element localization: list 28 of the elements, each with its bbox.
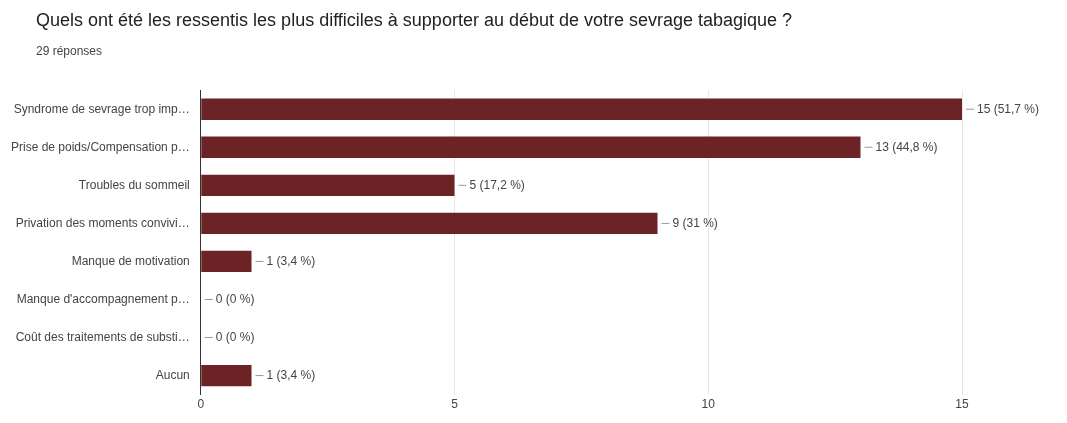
data-label: 1 (3,4 %) bbox=[266, 367, 316, 382]
text: 29 réponses bbox=[36, 44, 103, 58]
y-tick-label: Prise de poids/Compensation p… bbox=[11, 139, 190, 154]
data-label: 15 (51,7 %) bbox=[977, 101, 1040, 116]
bar bbox=[201, 98, 962, 120]
y-tick-label: Coût des traitements de substi… bbox=[15, 329, 190, 344]
bar bbox=[201, 364, 252, 387]
data-label: 0 (0 %) bbox=[215, 291, 255, 306]
data-label: 9 (31 %) bbox=[672, 215, 718, 230]
bar bbox=[201, 174, 455, 196]
y-tick-label: Troubles du sommeil bbox=[78, 177, 190, 192]
data-label: 5 (17,2 %) bbox=[469, 177, 525, 192]
x-tick-label: 15 bbox=[955, 397, 969, 412]
chart-title: Quels ont été les ressentis les plus difficiles à supporter au début de votre sevrage tabagique ? bbox=[36, 10, 793, 31]
y-tick-label: Aucun bbox=[155, 367, 190, 382]
y-tick-label: Syndrome de sevrage trop imp… bbox=[13, 101, 190, 116]
data-label: 0 (0 %) bbox=[215, 329, 255, 344]
x-tick-label: 5 bbox=[451, 397, 459, 412]
bar bbox=[201, 136, 861, 158]
y-tick-label: Privation des moments convivi… bbox=[15, 215, 190, 230]
bar bbox=[201, 212, 658, 235]
data-label: 1 (3,4 %) bbox=[266, 253, 316, 268]
data-label: 13 (44,8 %) bbox=[875, 139, 938, 154]
y-tick-label: Manque d'accompagnement p… bbox=[16, 291, 190, 306]
x-tick-label: 0 bbox=[197, 397, 205, 412]
bar bbox=[201, 250, 252, 273]
y-tick-label: Manque de motivation bbox=[71, 253, 190, 268]
x-tick-label: 10 bbox=[701, 397, 716, 412]
